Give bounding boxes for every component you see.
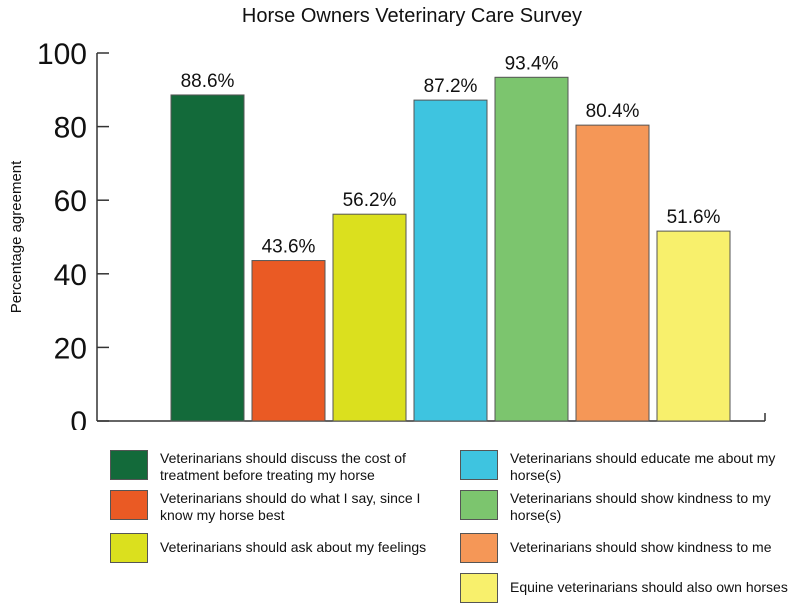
bars: 88.6% 43.6% 56.2% 87.2% 93.4% 80.4% 51.6% [170,53,731,422]
data-label: 87.2% [424,76,478,97]
y-tick-label: 0 [70,406,87,430]
data-label: 56.2% [343,190,397,211]
bar [170,94,245,422]
legend-item: Veterinarians should educate me about my… [460,450,800,484]
y-tick-label: 20 [54,332,87,365]
data-label: 93.4% [505,53,559,74]
bar [251,260,326,422]
y-tick-label: 100 [37,38,87,71]
data-label: 43.6% [262,237,316,258]
legend-label: Veterinarians should do what I say, sinc… [160,490,421,523]
legend-swatch [110,533,148,563]
legend-swatch [460,450,498,480]
bar-chart: Horse Owners Veterinary Care Survey Perc… [8,5,766,430]
legend-item: Equine veterinarians should also own hor… [460,573,800,603]
legend-label: Veterinarians should show kindness to me [510,539,772,555]
legend-swatch [460,490,498,520]
y-tick-label: 60 [54,185,87,218]
legend-item: Veterinarians should show kindness to me [460,533,800,563]
y-axis-label: Percentage agreement [8,160,25,313]
legend-swatch [110,450,148,480]
legend-item: Veterinarians should do what I say, sinc… [110,490,450,524]
data-label: 80.4% [586,101,640,122]
bar [494,76,569,422]
legend-label: Veterinarians should show kindness to my… [510,490,771,523]
legend-label: Equine veterinarians should also own hor… [510,579,788,595]
y-tick-label: 80 [54,112,87,145]
legend-swatch [110,490,148,520]
legend-item: Veterinarians should discuss the cost of… [110,450,450,484]
bar [656,230,731,422]
legend-label: Veterinarians should ask about my feelin… [160,539,427,555]
legend-item: Veterinarians should ask about my feelin… [110,533,450,563]
data-label: 51.6% [667,207,721,228]
data-label: 88.6% [181,71,235,92]
bar [413,99,488,422]
chart-title: Horse Owners Veterinary Care Survey [242,5,582,27]
bar [575,124,650,422]
y-tick-label: 40 [54,259,87,292]
legend-label: Veterinarians should educate me about my… [510,450,776,483]
legend-item: Veterinarians should show kindness to my… [460,490,800,524]
legend-swatch [460,573,498,603]
legend-swatch [460,533,498,563]
bar [332,213,407,422]
legend-label: Veterinarians should discuss the cost of… [160,450,406,483]
